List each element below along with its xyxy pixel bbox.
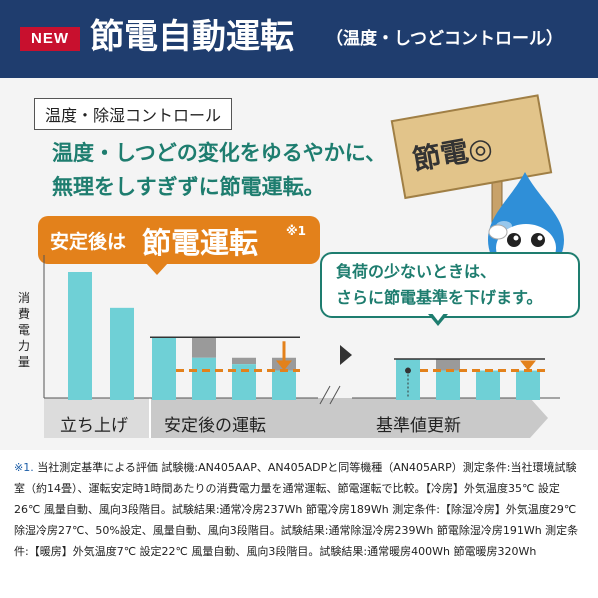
stable-callout-main: 節電運転 bbox=[142, 226, 259, 260]
stable-callout-note: ※1 bbox=[286, 224, 307, 238]
headline: 温度・しつどの変化をゆるやかに、 無理をしすぎずに節電運転。 bbox=[52, 136, 386, 204]
footnote-mark: ※1. bbox=[14, 461, 34, 474]
phase-label-stable: 安定後の運転 bbox=[164, 416, 266, 436]
header-bar: NEW 節電自動運転 （温度・しつどコントロール） bbox=[0, 0, 598, 78]
new-badge: NEW bbox=[20, 27, 80, 51]
footnote: ※1. 当社測定基準による評価 試験機:AN405AAP、AN405ADPと同等… bbox=[14, 457, 586, 562]
load-callout-line2: さらに節電基準を下げます。 bbox=[336, 288, 543, 307]
page-subtitle: （温度・しつどコントロール） bbox=[326, 29, 563, 49]
headline-line1: 温度・しつどの変化をゆるやかに、 bbox=[52, 141, 387, 165]
load-callout: 負荷の少ないときは、 さらに節電基準を下げます。 bbox=[320, 252, 580, 318]
page-title: 節電自動運転 bbox=[90, 17, 294, 57]
footnote-text: 当社測定基準による評価 試験機:AN405AAP、AN405ADPと同等機種（A… bbox=[14, 461, 579, 558]
load-callout-line1: 負荷の少ないときは、 bbox=[336, 262, 497, 281]
phase-label-update: 基準値更新 bbox=[376, 416, 461, 436]
chart-ylabel: 消費電力量 bbox=[17, 291, 30, 369]
headline-line2: 無理をしすぎずに節電運転。 bbox=[52, 175, 325, 199]
stable-callout-prefix: 安定後は bbox=[50, 231, 127, 253]
phase-label-startup: 立ち上げ bbox=[60, 416, 128, 436]
stable-callout-tail bbox=[146, 263, 168, 275]
stable-callout: 安定後は 節電運転 ※1 bbox=[38, 216, 320, 264]
feature-tag: 温度・除湿コントロール bbox=[34, 98, 233, 130]
